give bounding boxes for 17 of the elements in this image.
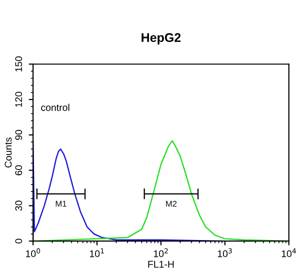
series-label: M1 bbox=[56, 200, 66, 207]
x-axis-title: FL1-H bbox=[148, 260, 174, 268]
x-tick-label: 10$^{2}$ bbox=[154, 248, 168, 258]
x-tick-label: 10$^{3}$ bbox=[218, 248, 232, 258]
x-tick-label: 10$^{4}$ bbox=[282, 248, 296, 258]
y-axis-title: Counts bbox=[4, 138, 12, 168]
y-tick-label: 0 bbox=[15, 238, 22, 244]
x-tick-label: 10$^{1}$ bbox=[90, 248, 104, 258]
annotation: control bbox=[41, 104, 70, 111]
chart-title: HepG2 bbox=[142, 33, 181, 44]
y-tick-label: 120 bbox=[15, 92, 22, 107]
y-tick-label: 90 bbox=[15, 130, 22, 140]
x-tick-label: 10$^{0}$ bbox=[26, 248, 40, 258]
y-tick-label: 30 bbox=[15, 200, 22, 211]
series-label: M2 bbox=[166, 200, 177, 207]
y-tick-label: 150 bbox=[15, 56, 22, 72]
y-tick-label: 60 bbox=[15, 165, 22, 176]
